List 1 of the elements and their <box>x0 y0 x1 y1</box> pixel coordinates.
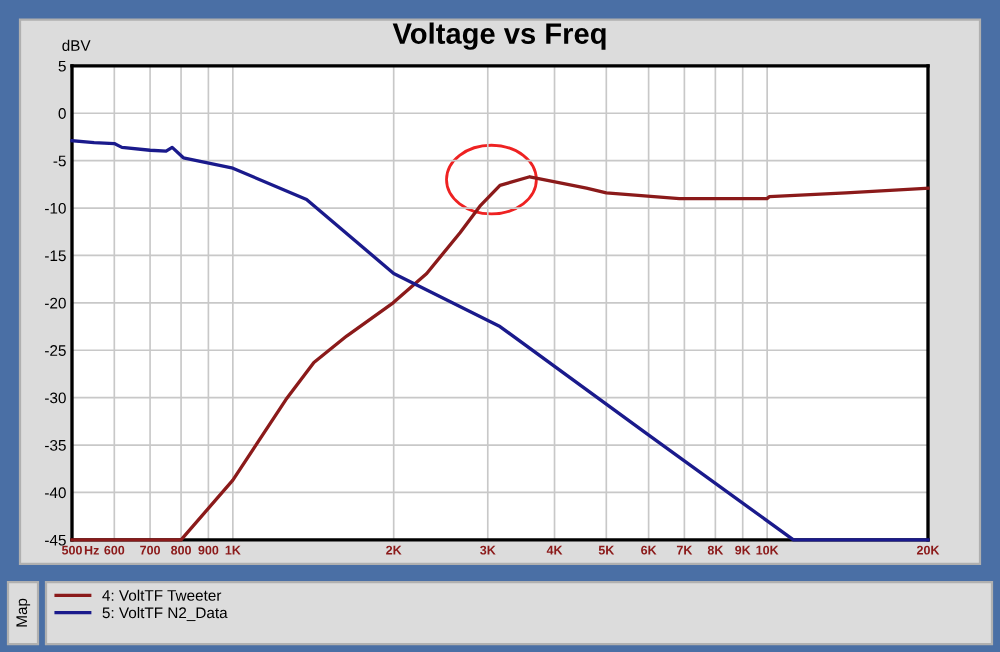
chart-title: Voltage vs Freq <box>392 22 606 50</box>
